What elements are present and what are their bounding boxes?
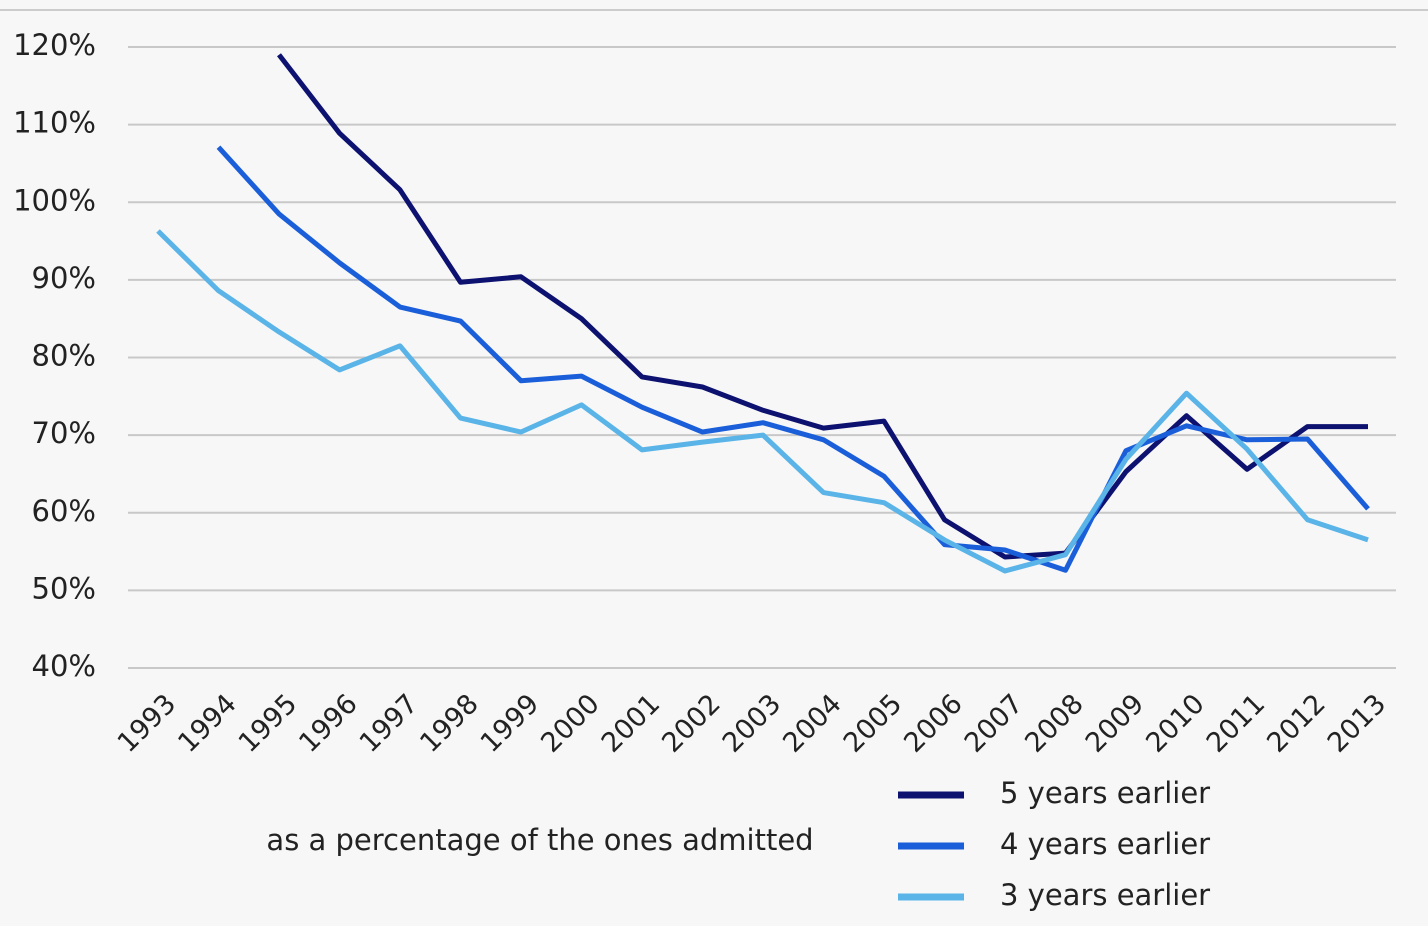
y-tick-label: 70% [32,416,96,450]
x-tick-label: 2011 [1201,688,1272,759]
x-tick-label: 2008 [1019,688,1090,759]
y-tick-label: 80% [32,339,96,373]
x-tick-label: 1997 [354,688,425,759]
series-line [156,229,1369,574]
legend-label: 3 years earlier [1000,878,1210,912]
x-tick-label: 2006 [898,688,969,759]
annotation: as a percentage of the ones admitted [266,823,813,857]
series-line [277,53,1368,560]
x-tick-label: 1993 [112,688,183,759]
y-tick-label: 120% [13,28,96,62]
y-tick-label: 110% [13,106,96,140]
x-tick-label: 2009 [1080,688,1151,759]
x-tick-label: 2007 [959,688,1030,759]
legend-label: 5 years earlier [1000,776,1210,810]
x-tick-label: 2003 [717,688,788,759]
y-tick-label: 90% [32,261,96,295]
x-tick-label: 2013 [1322,688,1393,759]
y-tick-label: 100% [13,183,96,217]
x-tick-label: 2005 [838,688,909,759]
x-tick-label: 1999 [475,688,546,759]
x-tick-label: 2001 [596,688,667,759]
series-line [216,145,1370,573]
x-tick-label: 1995 [233,688,304,759]
x-tick-label: 2004 [777,688,848,759]
x-tick-label: 2000 [535,688,606,759]
x-tick-label: 1996 [293,688,364,759]
y-tick-label: 50% [32,571,96,605]
x-tick-label: 2010 [1140,688,1211,759]
x-tick-label: 2002 [656,688,727,759]
x-tick-label: 1994 [172,688,243,759]
x-tick-label: 1998 [414,688,485,759]
y-tick-label: 40% [32,649,96,683]
legend-label: 4 years earlier [1000,827,1210,861]
x-tick-label: 2012 [1261,688,1332,759]
y-tick-label: 60% [32,494,96,528]
